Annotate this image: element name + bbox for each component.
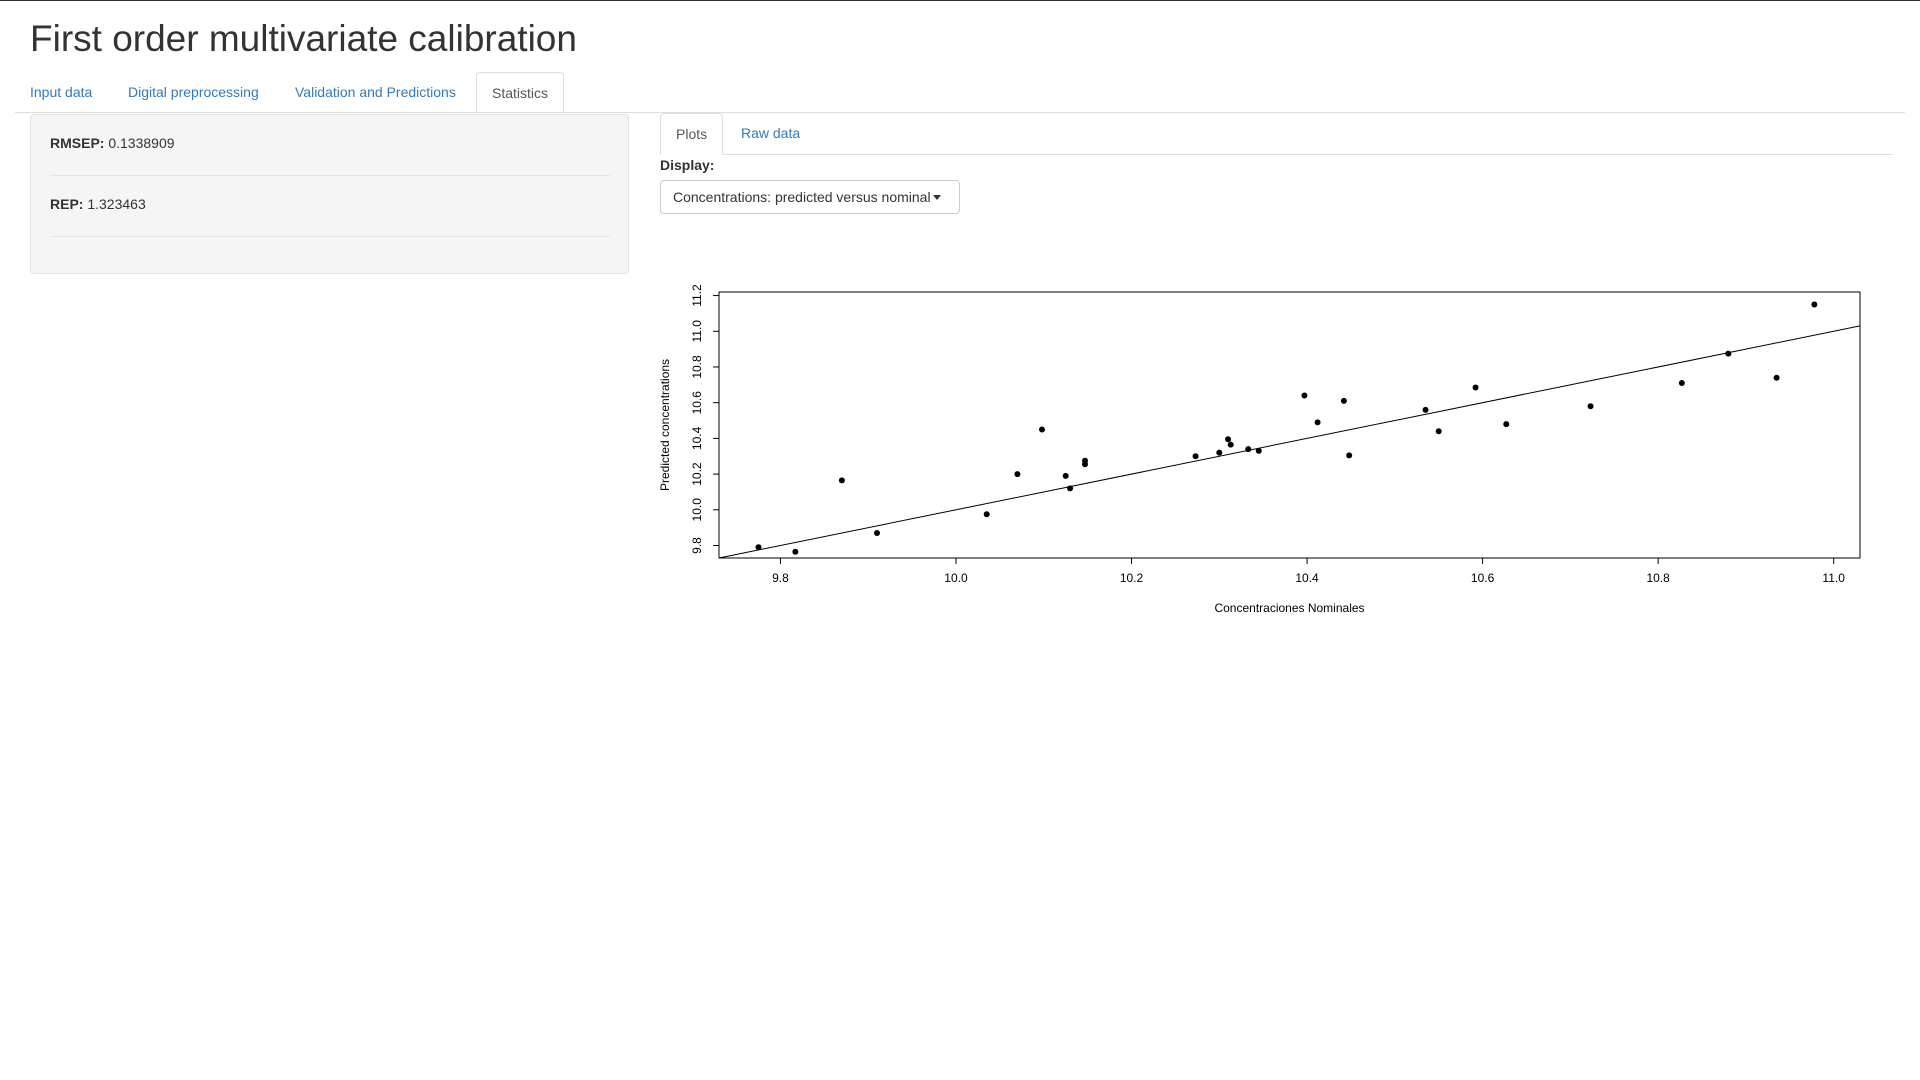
rep-value: 1.323463 [87,196,146,212]
data-point [983,511,990,518]
statistics-panel: RMSEP: 0.1338909 REP: 1.323463 [30,114,629,274]
data-point [1587,403,1594,410]
y-tick-label: 10.6 [690,391,704,415]
rmsep-label: RMSEP: [50,135,105,151]
tab-validation-and-predictions[interactable]: Validation and Predictions [295,84,456,100]
top-border [0,0,1920,1]
x-tick-label: 10.0 [944,571,968,585]
rmsep-value: 0.1338909 [108,135,175,151]
x-tick-label: 10.4 [1295,571,1319,585]
display-label: Display: [660,157,715,173]
rmsep-row: RMSEP: 0.1338909 [50,115,610,176]
page-title: First order multivariate calibration [30,18,577,59]
plot-tab-bar: Plots Raw data [660,113,1892,155]
data-point [1081,457,1088,464]
tab-raw-data[interactable]: Raw data [741,125,801,141]
data-point [1435,428,1442,435]
data-point [1216,449,1223,456]
scatter-plot: 9.8 10.0 10.2 10.4 10.6 10.8 11.0 9.8 10.0 10.2 1… [658,284,1861,615]
reference-line [718,325,1861,559]
data-point [1255,447,1262,454]
data-point [1773,374,1780,381]
main-tab-bar: Input data Digital preprocessing Validat… [15,72,1905,113]
data-point [1227,441,1234,448]
data-point [1346,452,1353,459]
display-select-value: Concentrations: predicted versus nominal [673,189,931,205]
rep-row: REP: 1.323463 [50,176,610,237]
y-axis-label: Predicted concentrations [658,359,672,491]
x-tick-label: 10.2 [1120,571,1144,585]
y-tick-label: 10.0 [690,498,704,522]
plot-box [718,291,1861,559]
x-tick-label: 10.8 [1646,571,1670,585]
x-tick-label: 11.0 [1822,571,1845,585]
data-point [838,477,845,484]
x-axis: 9.8 10.0 10.2 10.4 10.6 10.8 11.0 [772,558,1845,585]
y-tick-label: 10.8 [690,355,704,379]
tab-digital-preprocessing[interactable]: Digital preprocessing [128,84,259,100]
y-axis: 9.8 10.0 10.2 10.4 10.6 10.8 11.0 11.2 [690,284,719,554]
tab-plots[interactable]: Plots [660,113,724,155]
x-axis-label: Concentraciones Nominales [1214,601,1364,615]
x-tick-label: 9.8 [772,571,789,585]
y-tick-label: 10.4 [690,426,704,450]
data-point [1472,384,1479,391]
data-point [1422,406,1429,413]
y-tick-label: 9.8 [690,537,704,554]
data-point [1678,380,1685,387]
data-point [755,544,762,551]
tab-statistics[interactable]: Statistics [476,72,565,112]
data-point [792,548,799,555]
data-point [1192,453,1199,460]
y-tick-label: 10.2 [690,462,704,486]
data-point [1503,421,1510,428]
tab-input-data[interactable]: Input data [30,84,93,100]
data-point [1314,419,1321,426]
data-point [1811,301,1818,308]
data-point [1225,436,1232,443]
data-point [1301,392,1308,399]
y-tick-label: 11.2 [690,284,704,307]
x-tick-label: 10.6 [1471,571,1495,585]
data-point [1245,446,1252,453]
data-points [755,301,1818,555]
data-point [1038,426,1045,433]
display-select[interactable]: Concentrations: predicted versus nominal [660,180,960,214]
y-tick-label: 11.0 [690,320,704,343]
data-point [1062,472,1069,479]
data-point [873,530,880,537]
chevron-down-icon [933,195,941,200]
data-point [1067,485,1074,492]
rep-label: REP: [50,196,84,212]
data-point [1014,471,1021,478]
data-point [1725,350,1732,357]
data-point [1340,397,1347,404]
